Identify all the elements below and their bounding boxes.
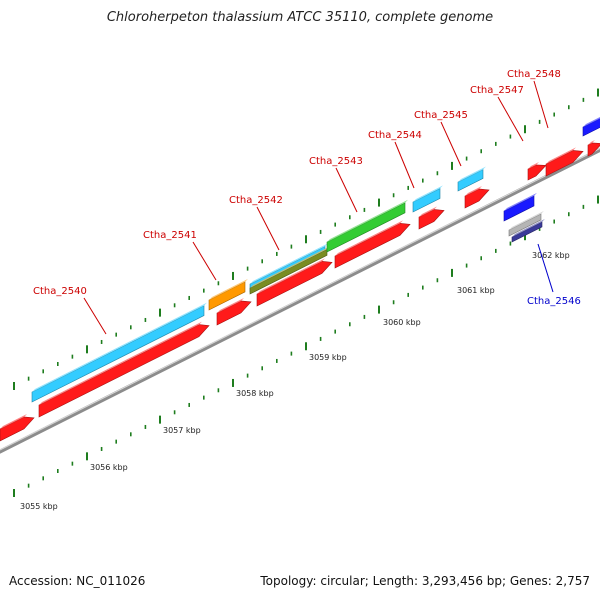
scale-label: 3060 kbp — [383, 318, 421, 327]
gene-cds-4 — [334, 223, 411, 269]
label-leader-ctha-2546 — [537, 243, 554, 293]
gene-label-ctha-2540: Ctha_2540 — [33, 286, 87, 297]
gene-ctha-2543-bevel — [327, 199, 408, 242]
scale-label: 3059 kbp — [309, 353, 347, 362]
gene-cds-3-bevel — [257, 258, 325, 294]
gene-ctha-2541-bevel — [209, 278, 248, 300]
label-leader-ctha-2544 — [394, 141, 415, 189]
gene-label-ctha-2546: Ctha_2546 — [527, 296, 581, 307]
gene-cds-1-bevel — [39, 321, 202, 405]
gene-cds-2 — [216, 300, 252, 326]
gene-label-ctha-2548: Ctha_2548 — [507, 69, 561, 80]
gene-ctha-2540 — [31, 305, 205, 403]
gene-label-ctha-2543: Ctha_2543 — [309, 156, 363, 167]
gene-label-ctha-2547: Ctha_2547 — [470, 85, 524, 96]
gene-cds-3 — [256, 261, 333, 307]
genome-stats-label: Topology: circular; Length: 3,293,456 bp… — [260, 574, 590, 588]
label-leader-ctha-2545 — [440, 121, 462, 167]
scale-label: 3062 kbp — [532, 251, 570, 260]
label-leader-ctha-2547 — [497, 96, 524, 142]
gene-ctha-2548-blue-bevel — [583, 116, 600, 127]
gene-label-ctha-2541: Ctha_2541 — [143, 230, 197, 241]
gene-label-ctha-2542: Ctha_2542 — [229, 195, 283, 206]
gene-cds-8-bevel — [546, 147, 576, 164]
map-title: Chloroherpeton thalassium ATCC 35110, co… — [106, 10, 494, 25]
gene-ctha-2548-blue — [582, 118, 600, 137]
gene-cds-6-bevel — [465, 185, 482, 196]
scale-label: 3061 kbp — [457, 286, 495, 295]
gene-ctha-2544-bevel — [413, 185, 443, 202]
accession-label: Accession: NC_011026 — [9, 574, 146, 588]
gene-ctha-2542-olive-bevel — [250, 246, 330, 288]
gene-cds-7-bevel — [528, 161, 539, 169]
gene-cds-1 — [38, 324, 210, 418]
gene-cds-9-bevel — [588, 139, 595, 145]
scale-label: 3055 kbp — [20, 502, 58, 511]
gene-cds-2-bevel — [217, 297, 244, 313]
gene-cds-6 — [464, 188, 490, 209]
gene-ctha-2545-bevel — [458, 166, 486, 182]
label-leader-ctha-2541 — [192, 241, 217, 281]
scale-label: 3057 kbp — [163, 426, 201, 435]
label-leader-ctha-2543 — [335, 167, 358, 213]
gene-cds-0-bevel — [0, 413, 27, 429]
gene-cds-0 — [0, 416, 35, 442]
gene-ctha-2546-indigo-bevel — [512, 218, 545, 237]
gene-cds-4-bevel — [335, 220, 403, 256]
gene-label-ctha-2545: Ctha_2545 — [414, 110, 468, 121]
gene-ctha-2542-cyan-bevel — [250, 243, 328, 284]
gene-cds-9 — [587, 142, 600, 157]
gene-ctha-2540-bevel — [32, 302, 207, 392]
scale-label: 3058 kbp — [236, 389, 274, 398]
genome-backbone-highlight — [0, 147, 600, 451]
label-leader-ctha-2542 — [256, 206, 280, 251]
gene-ctha-2546-blue-bevel — [504, 192, 537, 211]
gene-cds-8 — [545, 150, 584, 177]
gene-cds-7 — [527, 164, 547, 181]
scale-label: 3056 kbp — [90, 463, 128, 472]
label-leader-ctha-2548 — [533, 80, 549, 129]
gene-ctha-2544 — [412, 187, 441, 213]
gene-cds-5 — [418, 209, 445, 230]
gene-ctha-2545 — [457, 168, 484, 192]
genome-backbone — [0, 147, 600, 454]
gene-label-ctha-2544: Ctha_2544 — [368, 130, 422, 141]
gene-ctha-2546-gray-bevel — [509, 210, 544, 230]
label-leader-ctha-2540 — [83, 297, 107, 335]
gene-cds-5-bevel — [419, 206, 437, 217]
